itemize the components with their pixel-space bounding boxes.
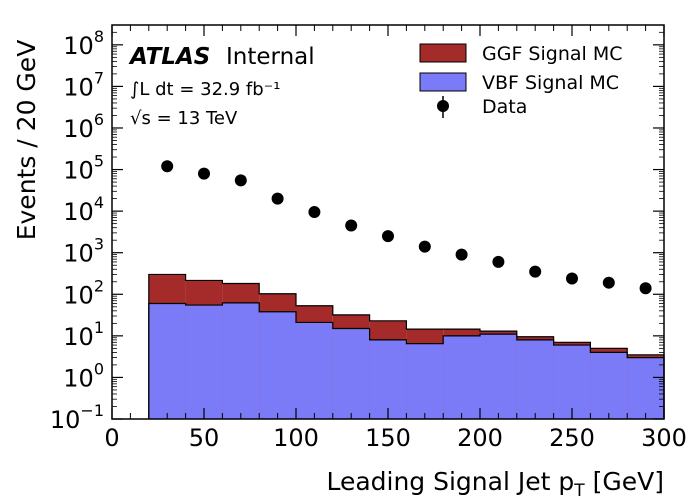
vbf-bar bbox=[222, 302, 260, 419]
vbf-bar bbox=[148, 303, 186, 419]
vbf-bar bbox=[185, 305, 223, 419]
data-point bbox=[382, 230, 394, 243]
vbf-bar bbox=[369, 339, 407, 419]
x-tick-label: 0 bbox=[104, 424, 119, 452]
vbf-bar bbox=[259, 311, 296, 419]
data-point bbox=[308, 206, 321, 219]
data-point bbox=[566, 272, 578, 285]
data-point bbox=[345, 219, 358, 232]
data-point bbox=[529, 265, 542, 278]
vbf-bar bbox=[516, 339, 554, 419]
x-axis-title-unit: [GeV] bbox=[593, 467, 664, 496]
vbf-bar bbox=[296, 322, 333, 419]
legend-label-data: Data bbox=[482, 96, 527, 118]
data-point bbox=[602, 276, 615, 289]
y-tick-label: 102 bbox=[63, 276, 104, 309]
y-axis: 10−1 100 101 102 103 104 105 106 107 108 bbox=[50, 27, 664, 434]
data-point bbox=[271, 192, 284, 205]
legend: GGF Signal MC VBF Signal MC Data bbox=[419, 43, 622, 118]
data-point bbox=[492, 255, 505, 268]
y-axis-title: Events / 20 GeV bbox=[12, 40, 41, 241]
y-tick-label: 101 bbox=[63, 318, 104, 351]
data-point bbox=[161, 160, 174, 173]
y-tick-label: 104 bbox=[63, 193, 104, 226]
x-tick-label: 100 bbox=[273, 424, 319, 452]
vbf-bar bbox=[627, 357, 664, 419]
y-tick-label: 100 bbox=[63, 359, 104, 392]
legend-label-vbf: VBF Signal MC bbox=[482, 72, 619, 94]
data-point bbox=[418, 240, 431, 253]
y-tick-label: 108 bbox=[63, 27, 104, 60]
x-axis: 0 50 100 150 200 250 300 bbox=[104, 25, 687, 452]
legend-swatch-vbf bbox=[419, 72, 467, 92]
data-point bbox=[455, 248, 468, 261]
x-tick-label: 150 bbox=[365, 424, 411, 452]
energy-label: √s = 13 TeV bbox=[130, 108, 238, 129]
x-tick-label: 50 bbox=[189, 424, 220, 452]
vbf-bar bbox=[480, 334, 517, 419]
y-tick-label: 103 bbox=[63, 235, 104, 268]
stack-outline bbox=[148, 273, 665, 419]
y-tick-label: 10−1 bbox=[50, 401, 104, 434]
data-point bbox=[234, 174, 247, 187]
x-axis-title-subscript: T bbox=[573, 481, 585, 500]
vbf-bar bbox=[553, 345, 591, 419]
y-tick-label: 107 bbox=[63, 68, 104, 101]
y-tick-label: 105 bbox=[63, 152, 104, 185]
legend-label-ggf: GGF Signal MC bbox=[482, 43, 622, 65]
vbf-outline bbox=[148, 302, 665, 419]
x-tick-label: 200 bbox=[457, 424, 503, 452]
legend-marker-data bbox=[437, 100, 449, 112]
vbf-signal-series bbox=[148, 273, 665, 419]
legend-swatch-ggf bbox=[419, 43, 467, 63]
data-point bbox=[639, 282, 652, 295]
vbf-bar bbox=[332, 328, 370, 419]
vbf-bar bbox=[406, 343, 444, 419]
data-point bbox=[198, 167, 210, 180]
luminosity-label: ∫L dt = 32.9 fb⁻¹ bbox=[130, 79, 280, 100]
status-label: Internal bbox=[226, 44, 315, 70]
x-axis-title-main: Leading Signal Jet p bbox=[326, 467, 574, 496]
vbf-bar bbox=[443, 335, 480, 419]
x-axis-title: Leading Signal Jet pT [GeV] bbox=[326, 467, 664, 500]
x-tick-label: 250 bbox=[549, 424, 595, 452]
data-series bbox=[161, 160, 652, 295]
experiment-label: ATLAS bbox=[128, 44, 210, 70]
x-tick-label: 300 bbox=[641, 424, 687, 452]
y-tick-label: 106 bbox=[63, 110, 104, 143]
vbf-bar bbox=[590, 352, 628, 419]
